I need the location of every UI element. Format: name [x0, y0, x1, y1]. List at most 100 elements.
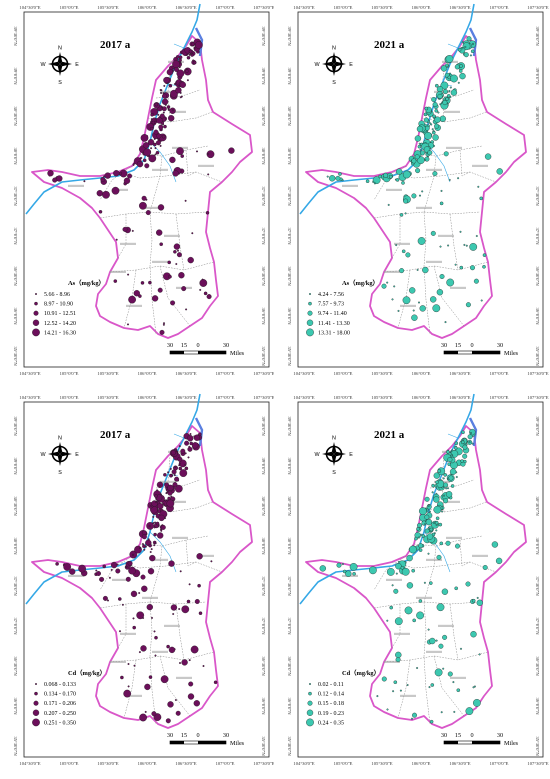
sample-point [402, 170, 411, 179]
sample-point [372, 176, 381, 184]
sample-point [386, 708, 389, 711]
province-outline [305, 425, 527, 729]
sample-point [125, 565, 128, 568]
sample-point [393, 588, 399, 594]
sample-point [116, 563, 119, 566]
sample-point [192, 59, 195, 62]
legend-symbol [32, 709, 40, 716]
place-label [438, 234, 454, 237]
place-label [450, 286, 466, 289]
sample-point [140, 281, 145, 285]
sample-point [102, 190, 110, 199]
lon-label-top: 107°0'0"E [490, 5, 509, 10]
sample-point [143, 148, 152, 157]
lon-label-bottom: 105°30'0"E [371, 761, 392, 766]
sample-point [195, 41, 203, 49]
legend-symbol [35, 683, 37, 685]
sample-point [391, 584, 394, 587]
sample-point [440, 189, 443, 192]
sample-point [185, 54, 188, 56]
east-label: E [75, 452, 79, 458]
sample-point [47, 170, 54, 177]
graticule-left: 39°30'0"N 39°0'0"N 38°30'0"N 38°0'0"N 37°30'… [287, 416, 292, 756]
lon-label-top: 106°30'0"E [449, 5, 470, 10]
sample-point [158, 484, 161, 487]
north-label: N [332, 436, 336, 442]
sample-point [154, 102, 159, 107]
south-label: S [58, 470, 62, 476]
scale-tick-2: 15 [455, 342, 461, 349]
sample-point [435, 529, 438, 532]
sample-point [133, 290, 140, 297]
sample-point [193, 434, 201, 441]
lat-label-right: 37°0'0"N [261, 227, 266, 245]
panel-as-2017: 104°30'0"E 105°0'0"E 105°30'0"E 106°0'0"E 10… [0, 0, 276, 389]
legend-title: Cd（mg/kg） [342, 669, 380, 677]
sample-point [228, 147, 235, 154]
sample-point [395, 651, 402, 659]
sample-point [416, 611, 424, 620]
sample-point [161, 98, 169, 105]
sample-point [446, 94, 451, 98]
legend-class-label: 0.134 - 0.170 [44, 692, 76, 698]
sample-point [110, 561, 118, 569]
legend-class-label: 0.24 - 0.35 [318, 720, 344, 726]
sample-point [184, 463, 187, 466]
sample-point [469, 432, 472, 434]
sample-point [447, 244, 450, 247]
lon-label-top: 107°0'0"E [490, 395, 509, 400]
yellow-river [299, 393, 475, 605]
sample-point [431, 491, 434, 494]
place-label [112, 188, 128, 191]
lat-label-left: 39°0'0"N [13, 67, 18, 85]
legend-class-label: 7.57 - 9.73 [318, 302, 344, 308]
lon-label-bottom: 106°30'0"E [175, 371, 196, 376]
sample-point [457, 81, 460, 84]
sample-point [461, 430, 465, 435]
sample-point [187, 446, 193, 452]
sample-point [186, 79, 189, 82]
lon-label-top: 105°0'0"E [334, 395, 353, 400]
place-label [342, 184, 358, 187]
lon-label-top: 107°0'0"E [216, 395, 235, 400]
scale-tick-1: 30 [167, 732, 173, 739]
sample-point [205, 211, 210, 215]
sample-point [447, 487, 449, 490]
year-title: 2021 a [374, 429, 405, 441]
graticule-left: 39°30'0"N 39°0'0"N 38°30'0"N 38°0'0"N 37°30'… [13, 416, 18, 756]
sample-point [141, 195, 147, 201]
sample-point [174, 465, 177, 468]
sample-point [395, 657, 401, 663]
sample-point [175, 710, 181, 716]
sample-point [157, 503, 164, 510]
lat-label-left: 38°30'0"N [287, 106, 292, 126]
lat-label-left: 35°30'0"N [13, 346, 18, 366]
sample-point [142, 544, 146, 548]
sample-point [167, 701, 174, 708]
legend-symbol [307, 700, 313, 706]
legend-symbol [35, 293, 37, 295]
sample-point [155, 150, 160, 155]
sample-point [184, 199, 187, 202]
sample-point [173, 243, 181, 250]
west-label: W [40, 62, 46, 68]
sample-point [437, 111, 440, 114]
sample-point [120, 675, 124, 680]
sample-point [118, 597, 122, 601]
sample-point [196, 150, 198, 153]
sample-point [154, 635, 158, 640]
sample-point [319, 565, 326, 572]
sample-point [153, 129, 159, 135]
sample-point [166, 499, 175, 508]
sample-point [190, 53, 193, 55]
place-label [152, 650, 168, 653]
sample-point [437, 469, 442, 473]
sample-point [178, 462, 181, 465]
sample-point [175, 87, 182, 94]
sample-point [150, 113, 154, 117]
sample-point [441, 510, 444, 513]
sample-point [184, 440, 190, 446]
sample-point [187, 256, 194, 264]
sample-point [396, 168, 403, 175]
legend-symbol [306, 319, 314, 326]
